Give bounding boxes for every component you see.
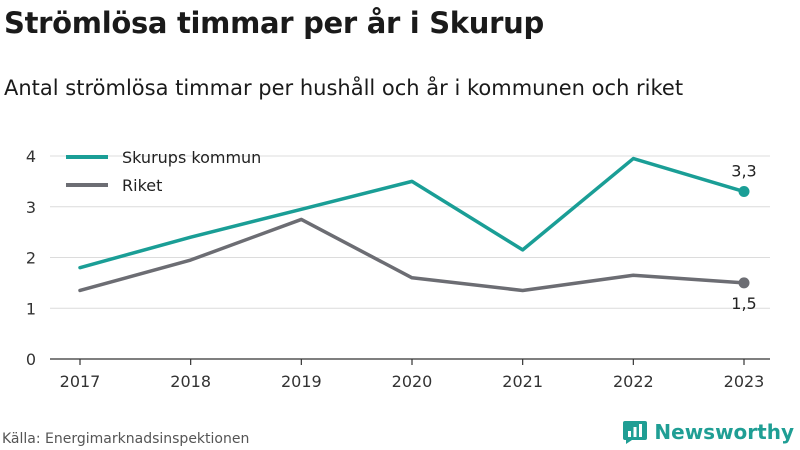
y-tick-label: 1 <box>26 299 36 318</box>
series-end-point <box>738 277 750 289</box>
brand-name: Newsworthy <box>654 420 794 444</box>
legend-label: Riket <box>122 176 162 195</box>
x-tick-label: 2022 <box>613 372 654 391</box>
newsworthy-logo-icon <box>623 421 648 444</box>
source-note: Källa: Energimarknadsinspektionen <box>2 431 250 447</box>
x-tick-label: 2023 <box>724 372 765 391</box>
x-tick-label: 2018 <box>170 372 211 391</box>
series-line-riket <box>78 217 746 293</box>
legend-label: Skurups kommun <box>122 148 261 167</box>
brand-logo: Newsworthy <box>622 419 794 445</box>
chart-subtitle: Antal strömlösa timmar per hushåll och å… <box>4 76 684 100</box>
x-tick-label: 2021 <box>502 372 543 391</box>
series-line-skurups-kommun <box>78 156 746 270</box>
y-tick-label: 2 <box>26 249 36 268</box>
x-tick-label: 2019 <box>281 372 322 391</box>
line-chart: 0 1 2 3 4 2017 2018 2019 2020 2021 2022 2023 3,3 1,5 S… <box>26 147 770 391</box>
x-tick-label: 2017 <box>60 372 101 391</box>
chart-title: Strömlösa timmar per år i Skurup <box>4 6 544 40</box>
y-tick-label: 0 <box>26 350 36 369</box>
y-tick-label: 4 <box>26 147 36 166</box>
y-tick-label: 3 <box>26 198 36 217</box>
x-tick-label: 2020 <box>392 372 433 391</box>
series-end-point <box>738 186 750 198</box>
data-label: 1,5 <box>731 294 756 313</box>
data-label: 3,3 <box>731 162 756 181</box>
